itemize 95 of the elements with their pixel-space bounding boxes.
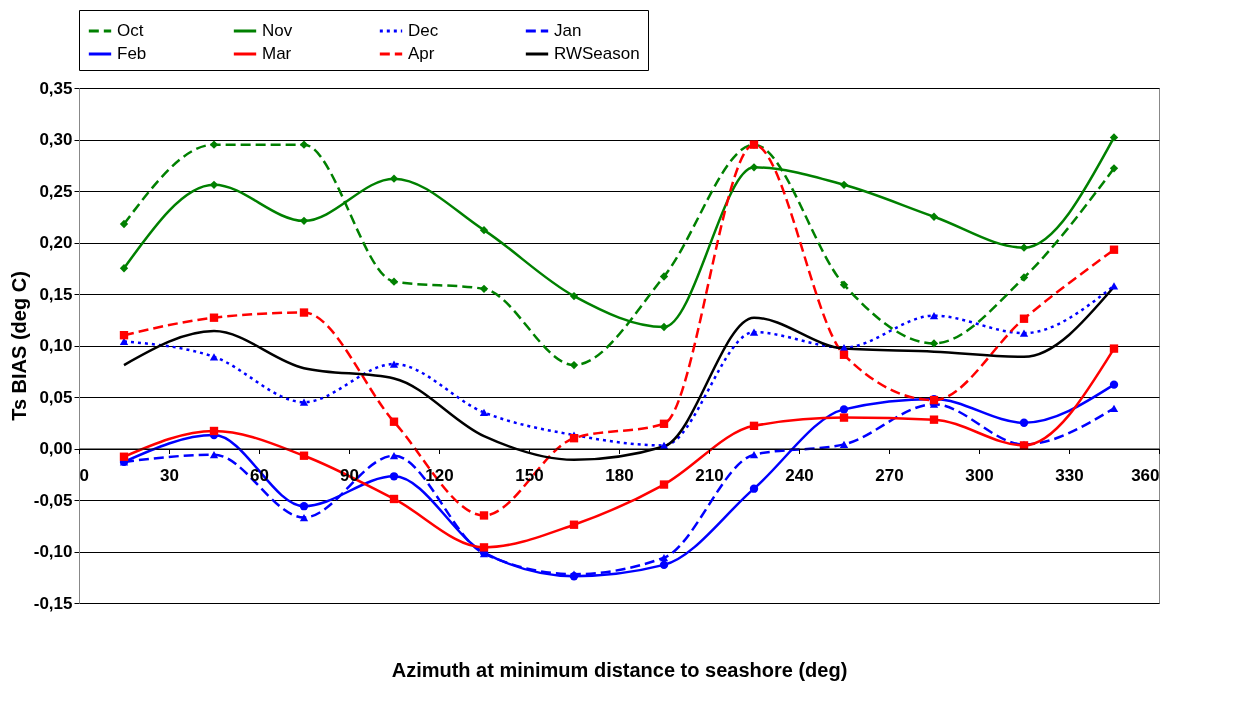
y-tick-label: 0,10: [39, 336, 73, 355]
point: [479, 543, 489, 552]
point: [479, 408, 489, 417]
point: [839, 413, 849, 422]
legend-label: Feb: [117, 44, 147, 63]
point: [389, 417, 399, 426]
x-tick-label: 180: [605, 466, 634, 485]
point: [659, 480, 669, 489]
legend-label: Nov: [262, 21, 293, 40]
point: [929, 415, 939, 424]
point: [119, 452, 129, 461]
point: [839, 343, 849, 352]
point: [659, 272, 669, 281]
point: [659, 560, 669, 570]
point: [839, 440, 849, 448]
y-tick-label: 0,15: [39, 284, 73, 304]
point: [1109, 344, 1119, 353]
y-tick-label: 0,35: [39, 78, 73, 98]
point: [839, 350, 849, 359]
x-tick-label: 240: [785, 466, 814, 485]
point: [1109, 133, 1119, 142]
legend-label: Apr: [408, 44, 435, 63]
point: [1109, 380, 1119, 389]
point: [119, 219, 129, 229]
legend-label: Mar: [262, 44, 292, 63]
point: [1019, 329, 1029, 337]
point: [1019, 273, 1029, 282]
point: [389, 360, 399, 368]
point: [209, 180, 219, 189]
point: [299, 140, 309, 149]
point: [839, 180, 849, 189]
point: [839, 405, 849, 414]
point: [209, 313, 219, 322]
point: [389, 174, 399, 183]
point: [299, 451, 309, 460]
x-tick-label: 300: [965, 466, 994, 485]
point: [389, 277, 399, 286]
point: [479, 511, 489, 520]
y-axis-title: Ts BIAS (deg C): [7, 271, 30, 421]
legend-label: Jan: [554, 21, 582, 40]
point: [119, 331, 129, 340]
y-tick-label: 0,05: [39, 387, 73, 407]
x-tick-label: 0: [79, 466, 89, 485]
point: [1019, 418, 1029, 427]
legend-label: Oct: [117, 21, 144, 40]
point: [1109, 282, 1119, 290]
y-tick-label: -0,15: [33, 593, 73, 613]
point: [839, 280, 849, 289]
point: [299, 216, 309, 226]
point: [749, 421, 759, 431]
point: [569, 520, 579, 529]
point: [209, 140, 219, 149]
point: [569, 434, 579, 443]
point: [659, 419, 669, 428]
x-tick-label: 330: [1055, 466, 1084, 485]
x-tick-label: 270: [875, 466, 904, 485]
y-tick-label: 0,20: [39, 233, 73, 252]
x-tick-label: 150: [515, 466, 544, 485]
point: [119, 264, 129, 273]
legend-label: Dec: [408, 21, 439, 40]
point: [1019, 243, 1029, 252]
point: [389, 494, 399, 504]
point: [299, 308, 309, 317]
point: [299, 502, 309, 511]
point: [299, 398, 309, 406]
point: [749, 484, 759, 493]
x-axis-title: Azimuth at minimum distance to seashore (deg): [391, 658, 848, 681]
point: [209, 451, 219, 459]
point: [209, 426, 219, 436]
point: [1109, 164, 1119, 173]
point: [479, 284, 489, 294]
point: [749, 163, 759, 172]
y-tick-label: 0,30: [39, 130, 73, 149]
y-tick-label: -0,10: [33, 542, 73, 561]
point: [929, 212, 939, 221]
x-tick-label: 30: [160, 466, 179, 485]
point: [929, 312, 939, 320]
legend-label: RWSeason: [554, 44, 640, 63]
point: [299, 513, 309, 522]
y-tick-label: 0,25: [39, 181, 73, 201]
point: [749, 451, 759, 459]
point: [389, 472, 399, 481]
point: [749, 328, 759, 336]
point: [569, 291, 579, 301]
y-tick-label: -0,05: [33, 490, 73, 510]
point: [1109, 404, 1119, 412]
point: [389, 452, 399, 460]
x-tick-label: 210: [695, 466, 724, 485]
point: [1109, 245, 1119, 254]
point: [1019, 314, 1029, 323]
point: [929, 339, 939, 348]
point: [659, 554, 669, 562]
point: [479, 225, 489, 235]
x-tick-label: 360: [1131, 466, 1160, 485]
y-tick-label: 0,00: [39, 439, 73, 458]
